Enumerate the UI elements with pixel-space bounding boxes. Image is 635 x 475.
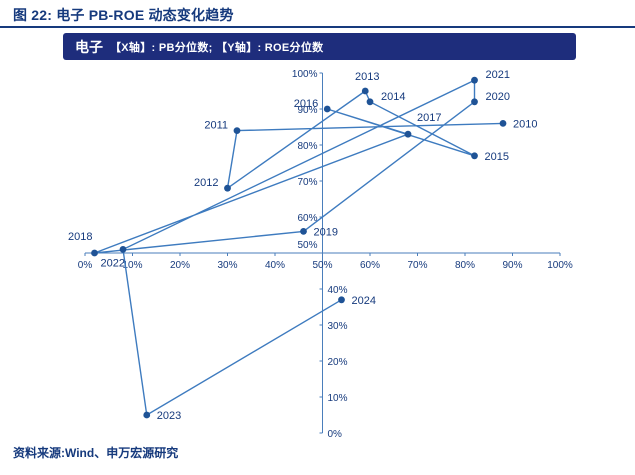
y-tick-label: 60% (297, 213, 317, 224)
y-tick-label: 100% (292, 69, 318, 80)
data-point-2022 (119, 246, 127, 253)
data-point-2017 (404, 130, 412, 138)
x-tick-label: 80% (455, 260, 475, 271)
year-label-2012: 2012 (194, 177, 218, 189)
figure-title: 图 22: 电子 PB-ROE 动态变化趋势 (13, 7, 234, 23)
y-tick-label: 90% (297, 105, 317, 116)
year-label-2011: 2011 (204, 120, 228, 132)
data-point-2020 (471, 98, 478, 106)
year-label-2017: 2017 (417, 112, 441, 124)
year-label-2014: 2014 (381, 91, 405, 103)
y-tick-label: 30% (328, 321, 348, 332)
year-label-2022: 2022 (101, 257, 125, 269)
year-label-2015: 2015 (485, 151, 509, 163)
y-tick-label: 10% (328, 393, 348, 404)
x-tick-label: 0% (78, 260, 93, 271)
x-tick-label: 60% (360, 260, 380, 271)
x-tick-label: 20% (170, 260, 190, 271)
data-point-2024 (338, 296, 345, 304)
x-tick-label: 40% (265, 260, 285, 271)
data-point-2015 (471, 152, 478, 160)
year-label-2010: 2010 (513, 118, 537, 130)
legend-banner: 电子 【X轴】: PB分位数; 【Y轴】: ROE分位数 (63, 33, 576, 60)
y-tick-label: 40% (328, 285, 348, 296)
year-label-2023: 2023 (157, 410, 181, 422)
y-tick-label: 20% (328, 357, 348, 368)
year-label-2016: 2016 (294, 98, 318, 110)
data-point-2012 (224, 184, 231, 192)
data-point-2010 (499, 120, 507, 127)
x-tick-label: 10% (122, 260, 142, 271)
y-tick-label: 0% (328, 429, 343, 440)
y-tick-label: 70% (297, 177, 317, 188)
year-label-2019: 2019 (314, 226, 338, 238)
legend-series-name: 电子 (75, 38, 103, 55)
data-point-2023 (143, 411, 151, 419)
year-label-2024: 2024 (352, 295, 376, 307)
data-point-2018 (91, 249, 98, 257)
year-label-2013: 2013 (355, 71, 379, 83)
data-point-2011 (233, 127, 241, 134)
x-tick-label: 70% (407, 260, 427, 271)
data-point-2016 (323, 105, 331, 113)
y-tick-label: 50% (297, 240, 317, 251)
y-tick-label: 80% (297, 141, 317, 152)
year-label-2018: 2018 (68, 231, 92, 243)
x-tick-label: 100% (547, 260, 573, 271)
legend-axis-note: 【X轴】: PB分位数; 【Y轴】: ROE分位数 (110, 41, 324, 54)
data-point-2014 (366, 98, 374, 106)
year-label-2020: 2020 (486, 91, 510, 103)
x-tick-label: 30% (217, 260, 237, 271)
x-tick-label: 90% (502, 260, 522, 271)
data-point-2019 (300, 228, 307, 235)
data-point-2021 (471, 76, 478, 84)
source-note: 资料来源:Wind、申万宏源研究 (13, 446, 179, 460)
title-divider (0, 26, 635, 28)
year-label-2021: 2021 (486, 69, 510, 81)
data-point-2013 (361, 87, 369, 95)
x-tick-label: 50% (312, 260, 332, 271)
